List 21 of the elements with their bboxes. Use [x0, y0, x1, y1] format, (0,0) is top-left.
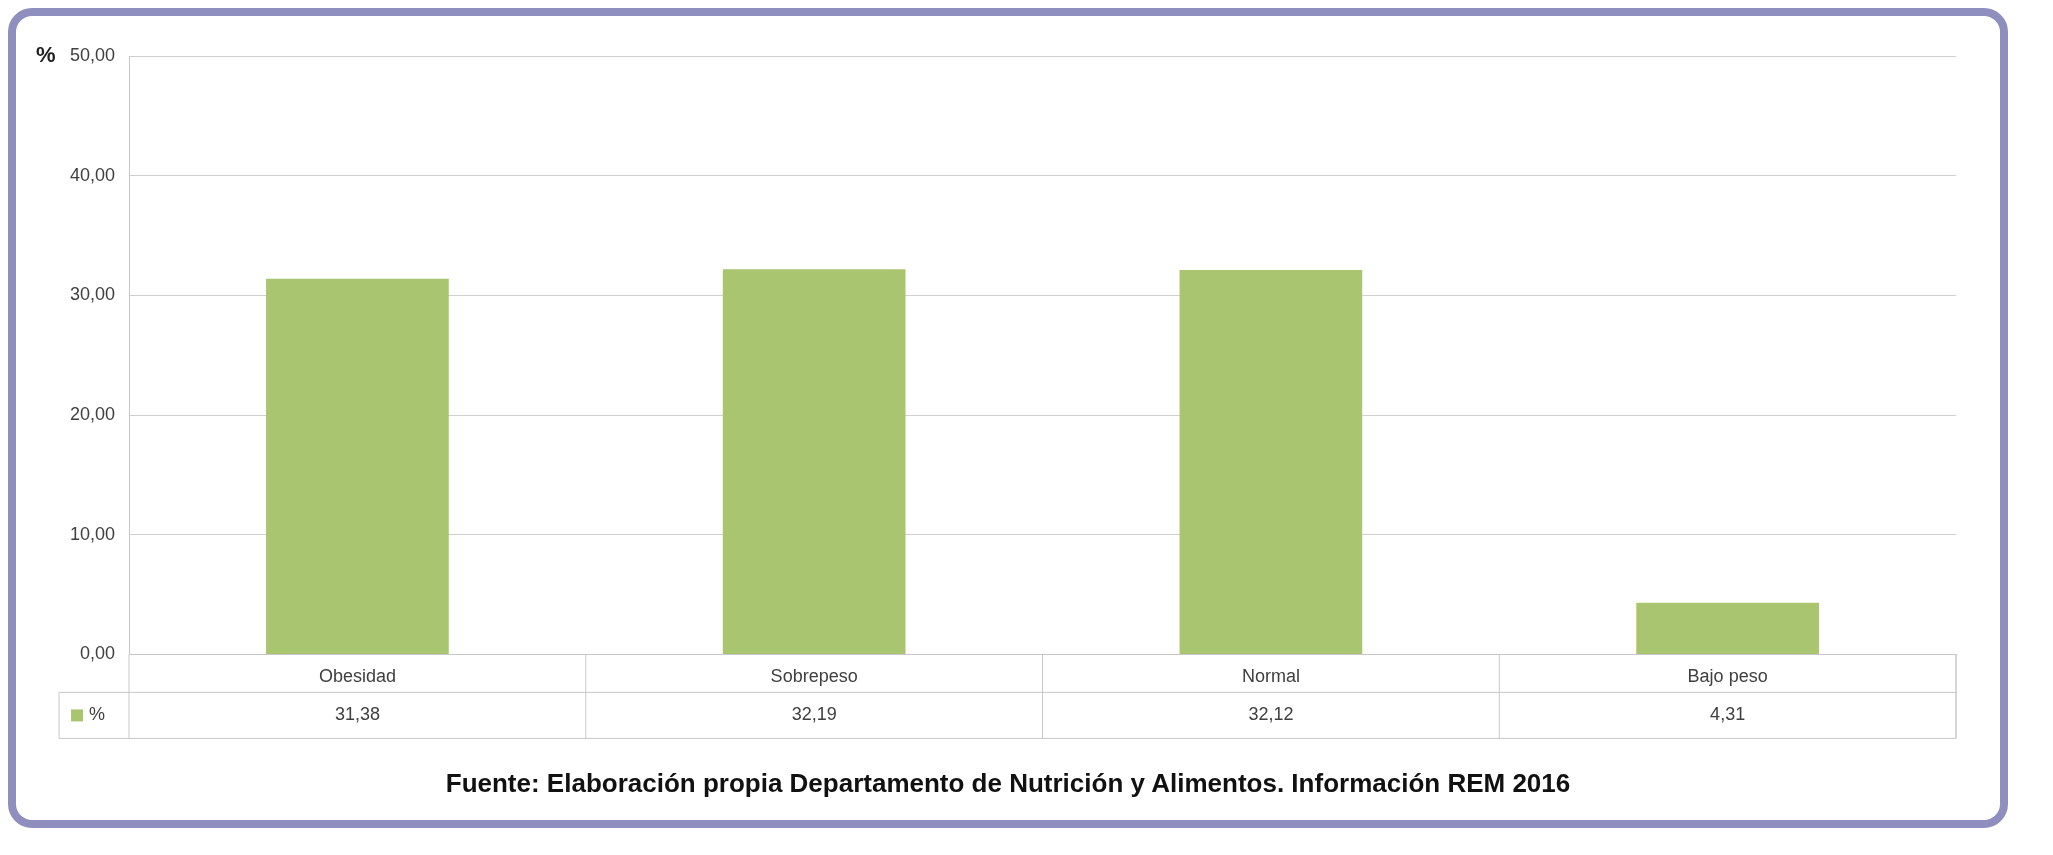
y-tick-label: 50,00 — [70, 44, 116, 65]
data-label: 32,19 — [791, 704, 837, 725]
y-tick-label: 10,00 — [70, 523, 116, 544]
bar — [1179, 269, 1363, 654]
data-label: 31,38 — [334, 704, 380, 725]
legend-label: % — [89, 704, 106, 725]
x-tick-label: Sobrepeso — [770, 666, 858, 687]
data-label: 4,31 — [1710, 704, 1746, 725]
bar — [1636, 602, 1819, 654]
x-tick-label: Bajo peso — [1687, 666, 1768, 687]
y-tick-label: 0,00 — [80, 643, 116, 664]
x-tick-label: Normal — [1241, 666, 1300, 687]
y-tick-label: 20,00 — [70, 404, 116, 425]
x-tick-label: Obesidad — [318, 666, 396, 687]
data-label: 32,12 — [1248, 704, 1294, 725]
y-tick-label: 30,00 — [70, 284, 116, 305]
y-tick-label: 40,00 — [70, 164, 116, 185]
bar — [266, 278, 449, 654]
y-axis-title: % — [36, 42, 56, 68]
bar — [722, 269, 906, 654]
source-note: Fuente: Elaboración propia Departamento de Nutrición y Alimentos. Información REM 2016 — [444, 768, 1572, 799]
